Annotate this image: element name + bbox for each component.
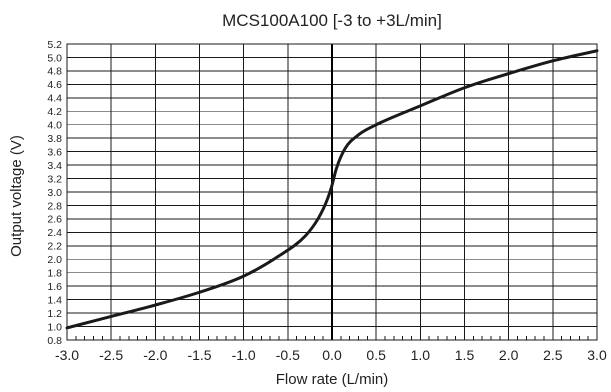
chart-title: MCS100A100 [-3 to +3L/min]: [222, 11, 442, 30]
y-tick-label: 0.8: [47, 335, 62, 347]
y-tick-label: 1.6: [47, 281, 62, 293]
y-axis-title: Output voltage (V): [8, 135, 25, 257]
x-tick-label: -2.0: [143, 347, 167, 363]
y-tick-label: 1.4: [47, 294, 62, 306]
x-tick-label: 1.5: [455, 347, 475, 363]
y-tick-label: 4.2: [47, 106, 62, 118]
x-tick-label: -3.0: [55, 347, 79, 363]
y-tick-label: 3.8: [47, 133, 62, 145]
x-tick-label: 3.0: [587, 347, 607, 363]
y-tick-label: 4.4: [47, 93, 62, 105]
x-tick-label: 0.0: [322, 347, 342, 363]
x-axis-title: Flow rate (L/min): [276, 371, 389, 388]
x-tick-label: -0.5: [276, 347, 300, 363]
x-tick-label: 1.0: [411, 347, 431, 363]
x-tick-label: -2.5: [99, 347, 123, 363]
x-axis-ticks: -3.0 -2.5 -2.0 -1.5 -1.0 -0.5 0.0 0.5 1.0 1.5 2.0 2…: [55, 347, 607, 363]
x-tick-label: -1.0: [232, 347, 256, 363]
y-tick-label: 4.8: [47, 66, 62, 78]
y-tick-label: 2.8: [47, 200, 62, 212]
y-tick-label: 4.0: [47, 120, 62, 132]
y-tick-label: 4.6: [47, 79, 62, 91]
y-tick-label: 5.0: [47, 52, 62, 64]
y-tick-label: 2.2: [47, 241, 62, 253]
y-tick-label: 3.6: [47, 146, 62, 158]
y-tick-label: 3.0: [47, 187, 62, 199]
y-tick-label: 3.2: [47, 173, 62, 185]
y-tick-label: 2.0: [47, 254, 62, 266]
y-tick-label: 3.4: [47, 160, 62, 172]
x-tick-label: 2.5: [543, 347, 563, 363]
y-tick-label: 1.0: [47, 321, 62, 333]
y-tick-label: 5.2: [47, 39, 62, 51]
y-tick-label: 2.4: [47, 227, 62, 239]
y-tick-label: 2.6: [47, 214, 62, 226]
y-tick-label: 1.8: [47, 268, 62, 280]
x-tick-label: 2.0: [499, 347, 519, 363]
x-tick-label: 0.5: [366, 347, 386, 363]
y-axis-ticks: 0.81.01.21.41.61.82.02.22.42.62.83.03.23…: [47, 39, 62, 347]
y-tick-label: 1.2: [47, 308, 62, 320]
x-tick-label: -1.5: [187, 347, 211, 363]
